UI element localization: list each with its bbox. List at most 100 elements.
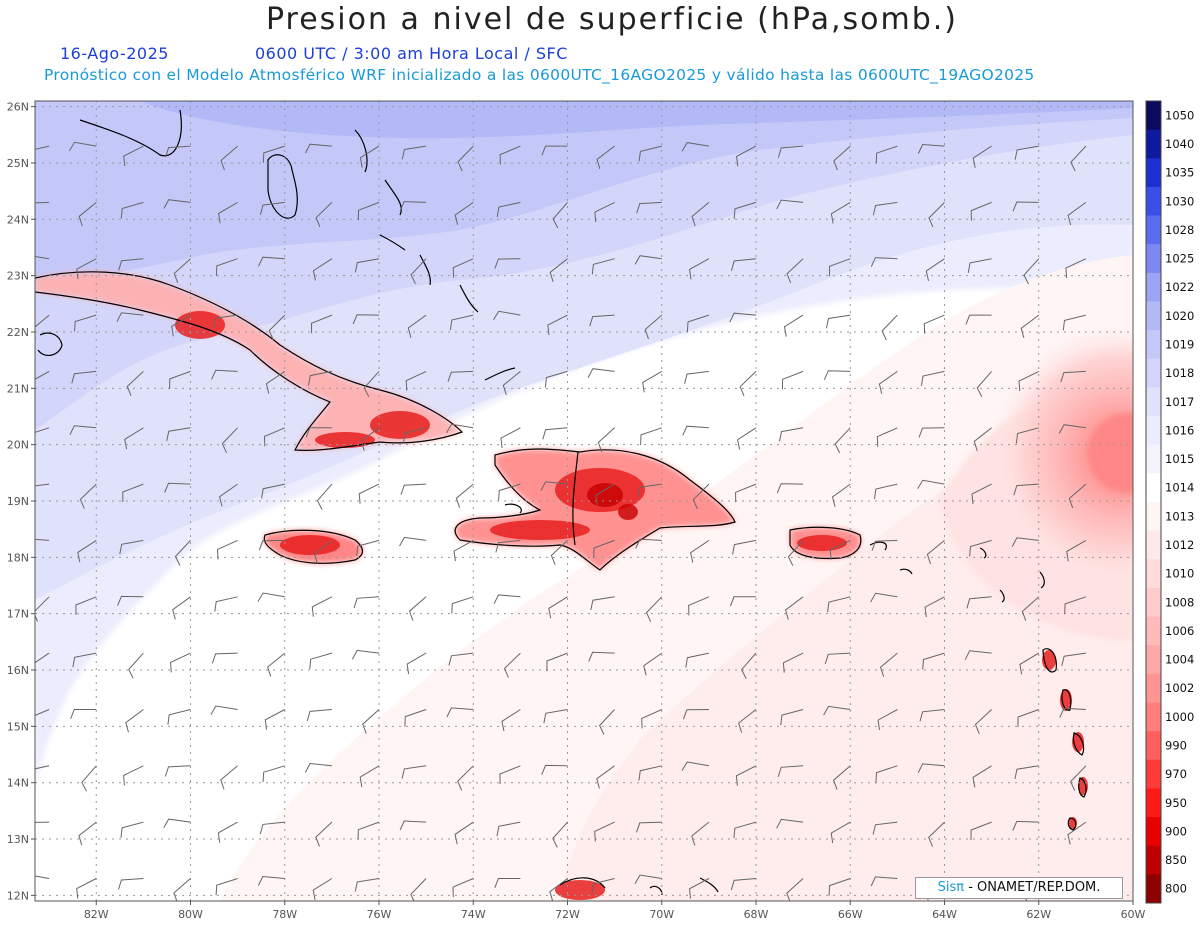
wind-barb [495,539,521,553]
wind-barb [310,314,333,334]
lat-tick-label: 24N [7,213,29,226]
wind-barb [641,709,663,729]
wind-barb [35,821,50,823]
wind-barb [972,765,992,788]
wind-barb [313,540,333,564]
colorbar-label: 1022 [1165,280,1194,294]
wind-barb [634,874,662,884]
wind-barb [920,370,945,386]
lon-tick-label: 70W [649,908,674,921]
wind-barb [78,821,97,846]
wind-barb [452,258,474,278]
wind-barb [878,370,898,394]
wind-barb [827,596,851,613]
wind-barb [169,370,191,389]
wind-barb [1019,652,1040,675]
wind-barb [69,425,97,436]
wind-barb [777,145,804,158]
colorbar-label: 1017 [1165,395,1194,409]
wind-barb [453,539,474,562]
wind-barb [875,145,898,164]
wind-barb [493,594,521,605]
wind-barb [587,368,615,378]
wind-barb [825,314,851,329]
wind-barb [689,258,710,280]
wind-barb [218,201,238,224]
wind-barb [785,596,804,620]
lon-tick-label: 74W [461,908,486,921]
wind-barb [786,878,804,901]
wind-barb [1023,258,1040,285]
wind-barb [732,539,757,555]
colorbar-swatch [1146,444,1161,474]
wind-barb [125,709,144,733]
wind-barb [118,878,144,890]
wind-barb [35,765,50,770]
wind-barb [1070,145,1087,172]
wind-barb [72,652,97,668]
wind-barb [405,370,427,391]
wind-barb [965,314,992,325]
wind-barb [829,539,851,560]
wind-barb [917,143,945,154]
wind-barb [645,596,663,622]
wind-barb [690,539,710,563]
colorbar-swatch [1146,587,1161,618]
wind-barb [543,709,568,724]
wind-barb [257,875,285,886]
wind-barb [1060,370,1086,383]
wind-barb [446,423,474,434]
wind-barb [210,705,238,715]
lat-tick-label: 23N [7,270,29,283]
wind-barb [685,652,710,668]
wind-barb [548,596,568,619]
lon-tick-label: 68W [744,908,769,921]
wind-barb [1067,821,1087,845]
wind-barb [834,427,851,454]
wind-barb [549,878,568,901]
colorbar-swatch [1146,158,1161,188]
wind-barb [828,878,851,896]
wind-barb [691,821,710,846]
wind-barb [118,258,144,271]
wind-barb [500,427,521,449]
wind-barb [731,258,757,271]
lat-tick-label: 22N [7,326,29,339]
wind-barb [776,818,804,829]
wind-barb [876,427,898,447]
colorbar-swatch [1146,502,1161,532]
colorbar-label: 1050 [1165,108,1194,122]
lon-tick-label: 66W [838,908,863,921]
wind-barb [35,652,50,664]
wind-barb [219,483,238,507]
wind-barb [1070,765,1087,791]
wind-barb [357,821,380,840]
wind-barb [173,258,191,283]
wind-barb [120,201,144,219]
wind-barb [782,652,804,673]
colorbar-label: 1013 [1165,509,1194,523]
wind-barb [741,652,757,679]
wind-barb [593,539,615,559]
wind-barb [682,709,709,720]
wind-barb [451,596,474,614]
wind-barb [824,652,851,664]
wind-barb [359,765,380,788]
wind-barb [399,536,427,547]
wind-barb [541,764,568,775]
wind-barb [214,596,238,612]
colorbar-swatch [1146,874,1161,904]
wind-barb [594,821,615,842]
wind-barb [872,201,898,216]
colorbar-swatch [1146,702,1161,732]
wind-barb [354,258,380,273]
chart-title: Presion a nivel de superficie (hPa,somb.… [265,2,959,37]
wind-barb [359,145,380,168]
wind-barb [964,650,992,660]
wind-barb [870,876,898,887]
colorbar-swatch [1146,244,1161,274]
colorbar-swatch [1146,416,1161,446]
wind-barb [733,201,757,219]
wind-barb [874,483,898,499]
